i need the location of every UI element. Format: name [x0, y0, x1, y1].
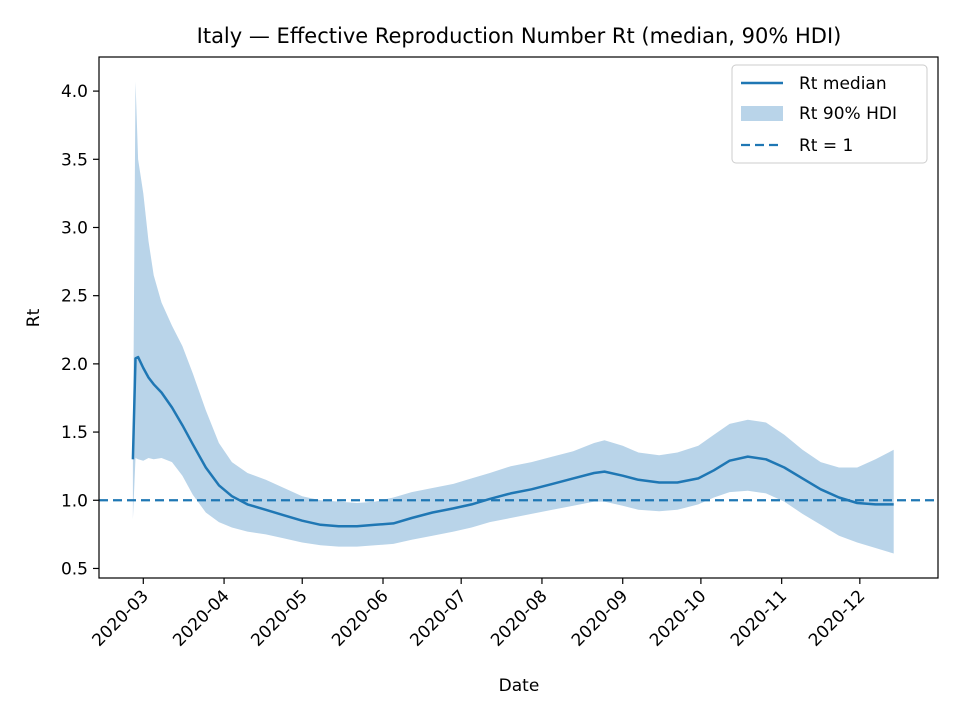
y-tick-label: 1.0 [61, 491, 88, 511]
x-tick-label: 2020-04 [169, 586, 233, 650]
x-tick-label: 2020-05 [247, 586, 311, 650]
y-tick-label: 2.0 [61, 355, 88, 375]
legend: Rt median Rt 90% HDI Rt = 1 [731, 64, 928, 164]
legend-box [731, 64, 928, 164]
hdi-band [132, 81, 894, 554]
x-tick-label: 2020-11 [727, 586, 791, 650]
plot-frame [98, 56, 939, 579]
y-tick-label: 1.5 [61, 423, 88, 443]
legend-reference-label: Rt = 1 [799, 136, 853, 156]
x-tick-label: 2020-03 [88, 586, 152, 650]
x-tick-label: 2020-08 [487, 586, 551, 650]
x-tick-label: 2020-09 [568, 586, 632, 650]
y-axis-label: Rt [24, 308, 44, 327]
y-tick-label: 3.0 [61, 218, 88, 238]
legend-median-label: Rt median [799, 74, 887, 94]
x-tick-label: 2020-07 [406, 586, 470, 650]
x-tick-label: 2020-10 [646, 586, 710, 650]
y-tick-label: 4.0 [61, 82, 88, 102]
median-line [131, 355, 894, 528]
x-tick-label: 2020-12 [805, 586, 869, 650]
legend-hdi-label: Rt 90% HDI [799, 104, 897, 124]
y-tick-label: 3.5 [61, 150, 88, 170]
y-axis: 0.5 1.0 1.5 2.0 2.5 3.0 3.5 4.0 [61, 82, 99, 579]
plot-area [99, 81, 938, 554]
x-tick-label: 2020-06 [328, 586, 392, 650]
x-axis-label: Date [499, 676, 540, 696]
legend-hdi-swatch [741, 106, 783, 121]
x-axis: 2020-03 2020-04 2020-05 2020-06 2020-07 2020-… [88, 578, 869, 651]
y-tick-label: 2.5 [61, 287, 88, 307]
y-tick-label: 0.5 [61, 559, 88, 579]
chart-title: Italy — Effective Reproduction Number Rt… [197, 24, 842, 48]
